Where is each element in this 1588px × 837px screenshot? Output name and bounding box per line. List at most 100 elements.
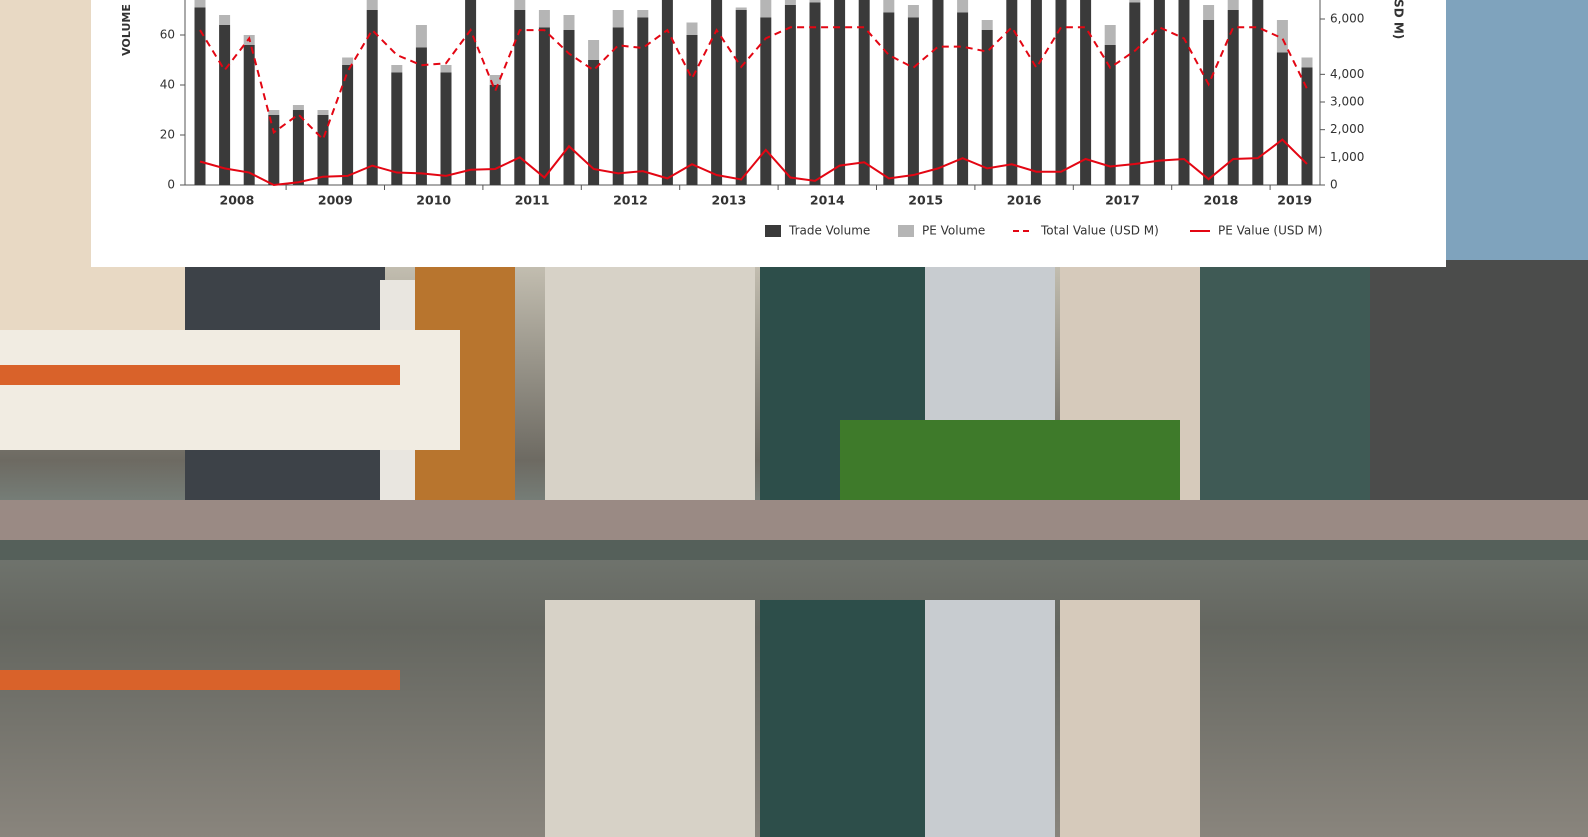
bar (1276, 52, 1288, 185)
bar (194, 7, 206, 185)
bar (809, 2, 821, 185)
bar (711, 0, 723, 185)
bar (588, 60, 600, 185)
bar (784, 5, 796, 185)
bar (538, 27, 550, 185)
bar (1227, 0, 1239, 10)
bar (735, 10, 747, 185)
bar (981, 20, 993, 30)
bar (1129, 2, 1141, 185)
bar (883, 12, 895, 185)
bar (489, 75, 501, 85)
bar (440, 65, 452, 73)
bar (1252, 0, 1264, 185)
legend-label: PE Volume (922, 224, 985, 238)
bar (342, 65, 354, 185)
bar (1104, 25, 1116, 45)
y-tick-label: 40 (160, 78, 175, 92)
bar (292, 105, 304, 110)
bar (1153, 0, 1165, 185)
bar (981, 30, 993, 185)
y2-tick-label: 2,000 (1330, 122, 1364, 136)
y-tick-label: 20 (160, 128, 175, 142)
bar (268, 115, 280, 185)
bar (686, 22, 698, 35)
bar (1301, 57, 1313, 68)
bar (465, 0, 477, 185)
legend-label: Total Value (USD M) (1040, 224, 1159, 238)
bar (858, 0, 870, 185)
bar (907, 17, 919, 185)
bar (957, 12, 969, 185)
y-tick-label: 60 (160, 28, 175, 42)
bar (489, 85, 501, 185)
bar (366, 10, 378, 185)
bar (612, 10, 624, 28)
bar (391, 72, 403, 185)
bar (391, 65, 403, 73)
x-tick-label: 2014 (810, 193, 845, 208)
y-axis-label: VOLUME (120, 4, 133, 56)
bar (1203, 20, 1215, 185)
legend-swatch (765, 225, 781, 237)
bar (1055, 0, 1067, 185)
bar (809, 0, 821, 3)
bar (661, 0, 673, 185)
bar (883, 0, 895, 13)
bar (514, 0, 526, 10)
x-tick-label: 2013 (712, 193, 747, 208)
bar (415, 47, 427, 185)
bar (219, 25, 231, 185)
bar (1227, 10, 1239, 185)
bar (317, 110, 329, 115)
x-tick-label: 2017 (1105, 193, 1140, 208)
bar (588, 40, 600, 60)
bar (563, 15, 575, 30)
bar (1006, 0, 1018, 185)
bar (834, 0, 846, 185)
bar (1080, 0, 1092, 185)
x-tick-label: 2010 (416, 193, 451, 208)
y2-tick-label: 4,000 (1330, 67, 1364, 81)
x-tick-label: 2012 (613, 193, 648, 208)
bar (760, 0, 772, 18)
bar (440, 72, 452, 185)
bar (932, 0, 944, 185)
bar (735, 7, 747, 10)
bar (342, 57, 354, 65)
legend-label: Trade Volume (788, 224, 870, 238)
bar (637, 17, 649, 185)
line-series (199, 138, 1308, 187)
bar (268, 110, 280, 115)
bar (514, 10, 526, 185)
bar (1104, 45, 1116, 185)
bar (957, 0, 969, 13)
legend-label: PE Value (USD M) (1218, 224, 1323, 238)
x-tick-label: 2018 (1204, 193, 1239, 208)
y2-tick-label: 0 (1330, 178, 1338, 192)
bar (1301, 67, 1313, 185)
y2-axis-label: VALUE (USD M) (1392, 0, 1406, 39)
bar (784, 0, 796, 5)
bar (563, 30, 575, 185)
bar (1178, 0, 1190, 185)
bar (612, 27, 624, 185)
bar (317, 115, 329, 185)
y2-tick-label: 6,000 (1330, 12, 1364, 26)
bar (292, 110, 304, 185)
x-tick-label: 2011 (515, 193, 550, 208)
bar (1030, 0, 1042, 185)
x-tick-label: 2008 (220, 193, 255, 208)
bar (1276, 20, 1288, 53)
bar (760, 17, 772, 185)
bar (1203, 5, 1215, 20)
bar (1129, 0, 1141, 3)
bar (637, 10, 649, 18)
y2-tick-label: 3,000 (1330, 95, 1364, 109)
bar (538, 10, 550, 28)
x-tick-label: 2019 (1277, 193, 1312, 208)
bar (194, 0, 206, 8)
